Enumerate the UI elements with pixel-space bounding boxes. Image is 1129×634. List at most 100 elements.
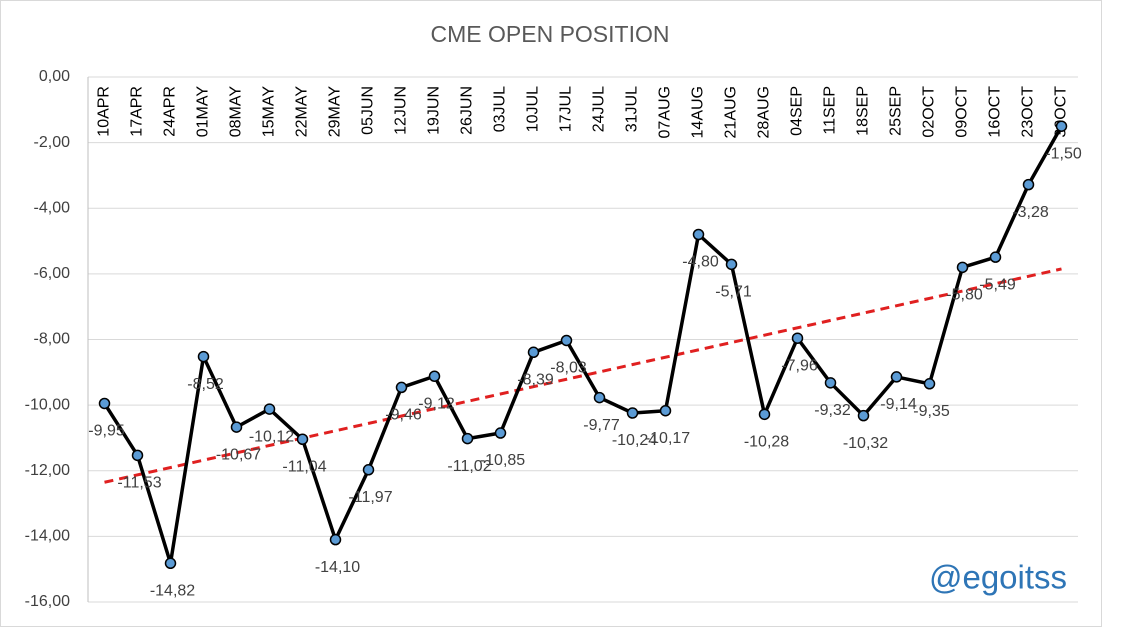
y-tick-label: -8,00 xyxy=(34,331,71,348)
marker xyxy=(593,391,606,404)
x-tick-label: 17JUL xyxy=(558,86,575,132)
marker xyxy=(791,332,804,344)
data-label: -9,32 xyxy=(814,402,851,419)
data-label: -11,97 xyxy=(348,489,392,506)
marker xyxy=(131,449,144,462)
data-label: -10,24 xyxy=(612,432,657,449)
marker xyxy=(527,346,540,359)
y-tick-label: -2,00 xyxy=(34,134,71,151)
x-tick-label: 08MAY xyxy=(228,86,245,138)
marker xyxy=(692,228,705,241)
data-label: -10,32 xyxy=(843,435,888,452)
data-label: -4,80 xyxy=(682,254,719,271)
marker xyxy=(362,464,375,476)
x-tick-label: 10JUL xyxy=(525,86,542,132)
x-tick-label: 24APR xyxy=(162,86,179,137)
x-tick-label: 28AUG xyxy=(756,86,773,138)
x-tick-label: 23OCT xyxy=(1020,86,1037,138)
y-tick-label: 0,00 xyxy=(39,68,70,85)
x-tick-label: 25SEP xyxy=(888,86,905,136)
x-tick-label: 03JUL xyxy=(492,86,509,132)
x-tick-label: 14AUG xyxy=(690,86,707,138)
marker xyxy=(989,251,1002,263)
data-label: -8,39 xyxy=(517,372,554,389)
marker xyxy=(197,350,210,363)
data-label: -11,02 xyxy=(447,458,491,475)
chart-frame xyxy=(0,0,1102,627)
data-label: -10,28 xyxy=(744,434,789,451)
marker xyxy=(857,409,870,422)
marker xyxy=(98,397,111,410)
data-label: -8,52 xyxy=(187,376,224,393)
data-label: -11,53 xyxy=(117,475,161,492)
data-label: -5,71 xyxy=(715,284,752,301)
marker xyxy=(296,433,309,445)
x-tick-label: 09OCT xyxy=(954,86,971,138)
data-label: -9,35 xyxy=(913,403,950,420)
x-tick-label: 10APR xyxy=(96,86,113,137)
marker xyxy=(560,334,573,347)
x-tick-label: 12JUN xyxy=(393,86,410,135)
watermark: @egoitss xyxy=(929,559,1067,596)
marker xyxy=(1055,120,1068,132)
data-label: -9,95 xyxy=(88,423,125,440)
data-label: -8,03 xyxy=(550,360,587,377)
marker xyxy=(725,258,738,271)
x-tick-label: 29MAY xyxy=(327,86,344,138)
x-tick-label: 24JUL xyxy=(591,86,608,132)
x-tick-label: 18SEP xyxy=(855,86,872,136)
data-label: -10,67 xyxy=(216,446,261,463)
data-label: -5,49 xyxy=(979,276,1016,293)
data-label: -14,82 xyxy=(150,583,195,600)
x-tick-label: 15MAY xyxy=(261,86,278,138)
marker xyxy=(230,421,243,433)
data-label: -9,12 xyxy=(418,395,455,412)
y-tick-label: -14,00 xyxy=(25,528,70,545)
data-label: -9,46 xyxy=(385,407,422,424)
data-label: -11,04 xyxy=(282,458,326,475)
marker xyxy=(659,404,672,417)
marker xyxy=(890,371,903,383)
x-tick-label: 21AUG xyxy=(723,86,740,138)
marker xyxy=(428,370,441,382)
marker xyxy=(824,377,837,389)
data-label: -7,96 xyxy=(781,357,818,374)
x-tick-label: 22MAY xyxy=(294,86,311,138)
marker xyxy=(461,432,474,445)
marker xyxy=(1022,178,1035,191)
data-label: -10,85 xyxy=(480,452,525,469)
marker xyxy=(758,408,771,421)
x-tick-label: 07AUG xyxy=(657,86,674,138)
marker xyxy=(164,557,177,570)
x-tick-label: 31JUL xyxy=(624,86,641,132)
marker xyxy=(494,427,507,439)
y-tick-label: -10,00 xyxy=(25,396,70,413)
x-tick-label: 04SEP xyxy=(789,86,806,136)
x-tick-label: 16OCT xyxy=(987,86,1004,138)
data-label: -10,17 xyxy=(645,430,690,447)
x-tick-label: 05JUN xyxy=(360,86,377,135)
y-tick-label: -6,00 xyxy=(34,265,71,282)
y-tick-label: -12,00 xyxy=(25,462,70,479)
data-label: -3,28 xyxy=(1012,204,1049,221)
trendline xyxy=(104,267,1062,484)
data-label: -1,50 xyxy=(1045,145,1082,162)
x-tick-label: 26JUN xyxy=(459,86,476,135)
marker xyxy=(395,381,408,394)
marker xyxy=(263,403,276,415)
y-tick-label: -4,00 xyxy=(34,199,71,216)
marker xyxy=(923,378,936,390)
data-label: -5,80 xyxy=(946,287,983,304)
x-tick-label: 02OCT xyxy=(921,86,938,138)
data-label: -9,77 xyxy=(583,417,620,434)
data-label: -9,14 xyxy=(880,396,917,413)
marker xyxy=(626,407,639,419)
x-tick-label: 11SEP xyxy=(822,86,839,135)
x-tick-label: 17APR xyxy=(129,86,146,137)
x-tick-label: 19JUN xyxy=(426,86,443,135)
marker xyxy=(956,261,969,274)
data-label: -10,12 xyxy=(249,428,294,445)
marker xyxy=(329,533,342,546)
y-tick-label: -16,00 xyxy=(25,593,70,610)
